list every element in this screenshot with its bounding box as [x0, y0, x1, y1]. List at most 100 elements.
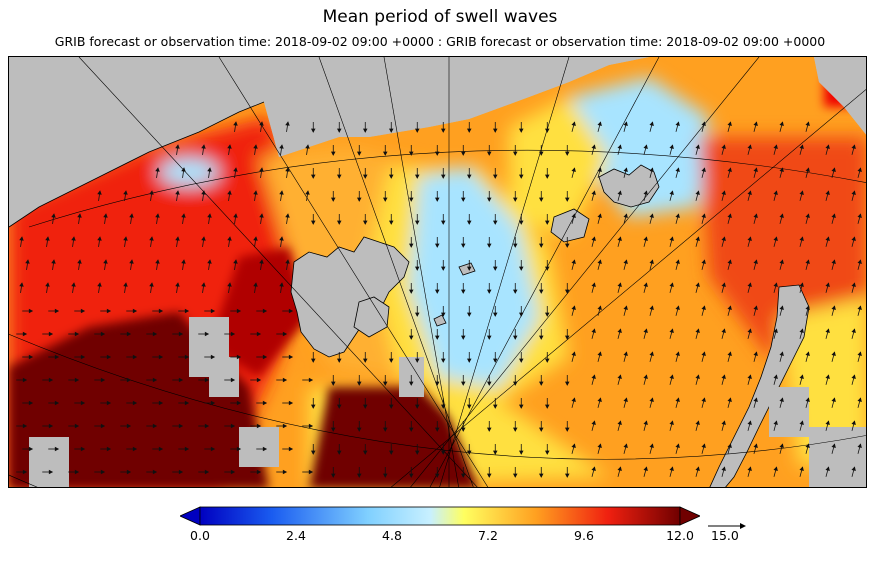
direction-arrowhead [805, 443, 810, 449]
direction-arrowhead [330, 197, 336, 202]
colorbar-min-triangle [180, 506, 201, 526]
direction-arrowhead [538, 473, 544, 478]
colorbar-tick-label: 9.6 [574, 528, 594, 543]
direction-arrowhead [591, 420, 596, 426]
direction-arrowhead [460, 381, 466, 386]
direction-arrowhead [45, 236, 50, 241]
colorbar [180, 506, 700, 526]
direction-arrowhead [227, 282, 232, 287]
direction-arrowhead [362, 174, 368, 179]
direction-arrowhead [466, 266, 472, 271]
direction-arrowhead [721, 282, 726, 288]
reference-arrow-label: 15.0 [711, 528, 739, 543]
direction-arrowhead [152, 331, 158, 337]
direction-arrowhead [857, 259, 862, 265]
direction-arrowhead [669, 190, 674, 196]
direction-arrowhead [132, 308, 138, 314]
direction-arrowhead [857, 397, 862, 403]
direction-arrowhead [253, 190, 258, 195]
direction-arrowhead [310, 174, 316, 179]
direction-arrowhead [643, 236, 648, 242]
direction-arrowhead [460, 243, 466, 248]
direction-arrowhead [253, 144, 258, 149]
direction-arrowhead [512, 289, 518, 294]
direction-arrowhead [571, 305, 576, 311]
direction-arrowhead [675, 259, 680, 265]
direction-arrowhead [132, 354, 138, 360]
direction-arrowhead [721, 466, 726, 472]
direction-arrowhead [408, 473, 414, 478]
direction-arrowhead [701, 259, 706, 265]
direction-arrowhead [701, 121, 706, 127]
direction-arrowhead [544, 450, 550, 455]
direction-arrowhead [727, 443, 732, 449]
direction-arrowhead [28, 308, 34, 314]
direction-arrowhead [773, 144, 778, 150]
direction-arrowhead [178, 469, 184, 475]
direction-arrowhead [336, 128, 342, 133]
direction-arrowhead [330, 427, 336, 432]
direction-arrowhead [675, 167, 680, 173]
direction-arrowhead [440, 266, 446, 271]
direction-arrowhead [779, 213, 784, 219]
direction-arrowhead [518, 128, 524, 133]
franz-josef-land [598, 164, 660, 208]
direction-arrowhead [623, 213, 628, 219]
direction-arrowhead [230, 331, 236, 337]
direction-arrowhead [310, 128, 316, 133]
reference-arrow-icon [708, 523, 746, 529]
direction-arrowhead [675, 443, 680, 449]
direction-arrowhead [382, 381, 388, 386]
direction-arrowhead [466, 174, 472, 179]
novaya-zemlya [709, 284, 810, 487]
swell-period-map [9, 57, 866, 487]
direction-arrowhead [669, 328, 674, 334]
direction-arrowhead [695, 144, 700, 150]
direction-arrowhead [48, 469, 54, 475]
direction-arrowhead [617, 328, 622, 334]
direction-arrowhead [262, 446, 268, 452]
direction-arrowhead [236, 308, 242, 314]
direction-arrowhead [408, 243, 414, 248]
direction-arrowhead [308, 469, 314, 475]
direction-arrowhead [19, 236, 24, 241]
direction-arrowhead [825, 466, 830, 472]
direction-arrowhead [408, 427, 414, 432]
direction-arrowhead [617, 144, 622, 150]
direction-arrowhead [564, 473, 570, 478]
direction-arrowhead [669, 374, 674, 380]
direction-arrowhead [22, 377, 28, 383]
direction-arrowhead [597, 443, 602, 449]
direction-arrowhead [512, 243, 518, 248]
direction-arrowhead [210, 446, 216, 452]
direction-arrowhead [356, 427, 362, 432]
map-title: Mean period of swell waves [322, 7, 558, 27]
direction-arrowhead [175, 236, 180, 241]
greenland-coastline [9, 101, 265, 228]
direction-arrowhead [201, 144, 206, 149]
direction-arrowhead [492, 450, 498, 455]
direction-arrowhead [305, 144, 310, 149]
direction-arrowhead [158, 446, 164, 452]
direction-arrowhead [285, 213, 290, 218]
direction-arrowhead [149, 236, 154, 241]
direction-arrowhead [382, 197, 388, 202]
direction-arrowhead [305, 190, 310, 195]
direction-arrowhead [518, 450, 524, 455]
direction-arrowhead [259, 121, 264, 126]
direction-arrowhead [486, 151, 492, 156]
direction-arrowhead [123, 190, 128, 195]
direction-arrowhead [831, 397, 836, 403]
direction-arrowhead [440, 404, 446, 409]
direction-arrowhead [544, 358, 550, 363]
direction-arrowhead [28, 354, 34, 360]
direction-arrowhead [831, 167, 836, 173]
direction-arrowhead [440, 174, 446, 179]
direction-arrowhead [414, 404, 420, 409]
direction-arrowhead [747, 374, 752, 380]
direction-arrowhead [466, 312, 472, 317]
direction-arrowhead [512, 197, 518, 202]
direction-arrowhead [591, 144, 596, 150]
direction-arrowhead [362, 220, 368, 225]
direction-arrowhead [103, 213, 108, 218]
